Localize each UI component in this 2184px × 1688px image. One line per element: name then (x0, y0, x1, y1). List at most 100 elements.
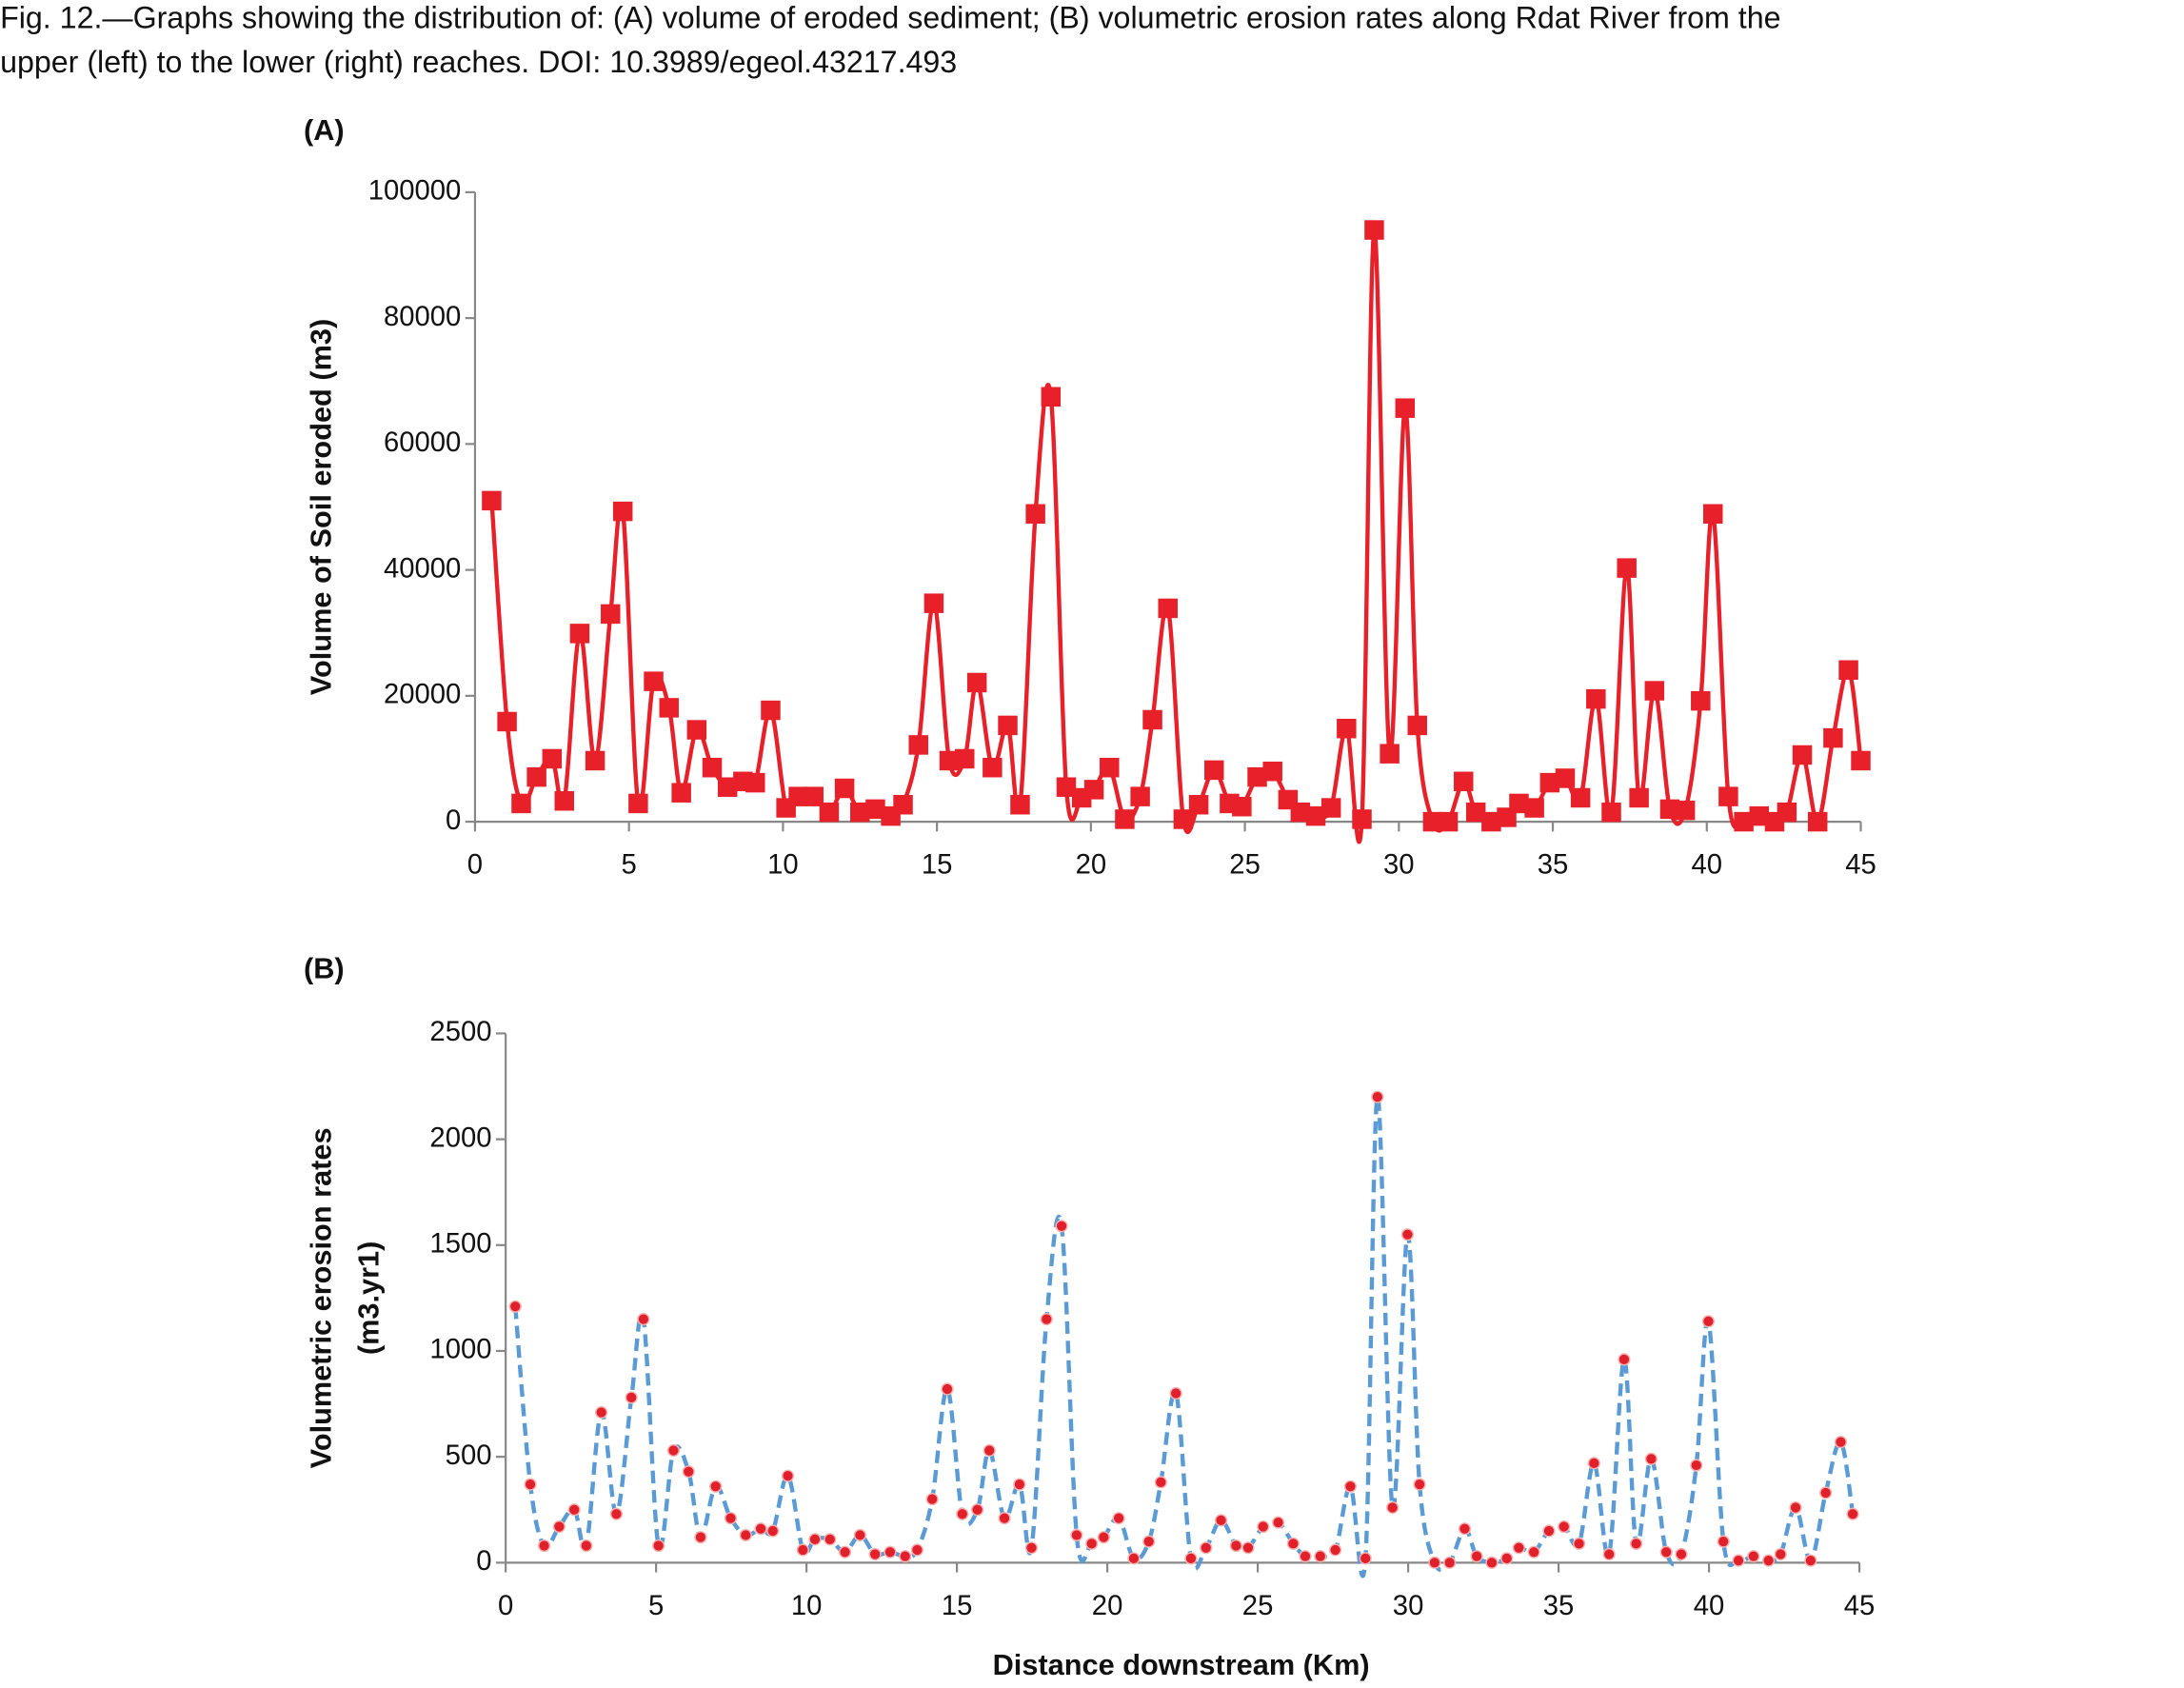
marker (1500, 1552, 1514, 1565)
marker (1188, 795, 1209, 815)
marker (1458, 1522, 1472, 1536)
marker (1838, 660, 1858, 680)
marker (1428, 1556, 1441, 1569)
marker (998, 1512, 1011, 1525)
marker (569, 624, 590, 644)
marker (868, 1547, 882, 1561)
marker (1718, 786, 1738, 806)
marker (1701, 1315, 1716, 1328)
marker (709, 1479, 723, 1493)
marker (1792, 745, 1813, 765)
marker (1085, 1537, 1099, 1550)
x-tick-label: 45 (1844, 1591, 1876, 1621)
marker (628, 793, 648, 814)
panel-label: (A) (304, 113, 345, 147)
marker (1083, 780, 1104, 800)
marker (941, 1382, 954, 1396)
marker (1070, 1528, 1083, 1542)
marker (1130, 786, 1150, 806)
x-axis-label: Distance downstream (Km) (993, 1648, 1370, 1681)
marker (1789, 1500, 1802, 1515)
marker (1055, 1220, 1068, 1233)
x-tick-label: 10 (791, 1591, 823, 1621)
marker (745, 772, 765, 793)
x-tick-label: 5 (648, 1591, 664, 1621)
y-axis-label: (m3.yr1) (351, 1241, 385, 1356)
marker (1644, 1452, 1658, 1465)
marker (580, 1539, 593, 1553)
y-tick-label: 500 (446, 1440, 492, 1471)
y-tick-label: 20000 (384, 680, 461, 710)
marker (865, 799, 885, 820)
marker (1851, 750, 1871, 771)
marker (1241, 1541, 1255, 1555)
marker (666, 1443, 681, 1458)
y-tick-label: 100000 (368, 176, 462, 207)
marker (966, 672, 987, 693)
marker (1142, 1535, 1156, 1548)
marker (1774, 1547, 1787, 1561)
marker (1013, 1478, 1026, 1491)
marker (659, 698, 679, 718)
marker (524, 1478, 537, 1491)
y-tick-label: 0 (476, 1546, 491, 1577)
marker (853, 1528, 866, 1542)
marker (1204, 760, 1224, 781)
marker (1509, 793, 1529, 814)
marker (1629, 787, 1649, 808)
marker (1470, 1550, 1483, 1563)
x-tick-label: 20 (1076, 850, 1107, 881)
marker (1257, 1519, 1270, 1534)
marker (1558, 1519, 1571, 1534)
marker (1675, 800, 1696, 821)
caption-line: upper (left) to the lower (right) reache… (0, 45, 957, 79)
marker (1819, 1486, 1833, 1499)
marker (625, 1391, 638, 1404)
marker (567, 1503, 581, 1517)
marker (893, 795, 913, 815)
marker (808, 1533, 822, 1546)
marker (838, 1545, 852, 1559)
marker (1352, 809, 1372, 829)
marker (552, 1519, 566, 1534)
marker (739, 1528, 752, 1542)
data-line (489, 228, 1863, 844)
marker (761, 700, 781, 721)
marker (1359, 1552, 1372, 1565)
marker (1690, 1459, 1703, 1472)
marker (1618, 1353, 1631, 1366)
x-tick-label: 5 (622, 850, 637, 881)
marker (910, 1543, 923, 1557)
marker (1443, 1556, 1457, 1569)
x-tick-label: 35 (1543, 1591, 1575, 1621)
marker (1691, 690, 1711, 711)
marker (1465, 802, 1486, 823)
marker (1586, 688, 1606, 709)
marker (1413, 1478, 1426, 1491)
marker (1846, 1507, 1859, 1520)
marker (1232, 796, 1252, 817)
marker (724, 1512, 738, 1525)
marker (1570, 787, 1591, 808)
marker (1804, 1554, 1817, 1567)
marker (1286, 1537, 1300, 1550)
marker (824, 1533, 837, 1546)
marker (1659, 1545, 1673, 1559)
marker (850, 802, 870, 823)
marker (939, 750, 960, 771)
marker (1320, 798, 1341, 818)
marker (1834, 1436, 1848, 1449)
marker (925, 1493, 939, 1506)
marker (1305, 805, 1326, 826)
y-tick-label: 2500 (429, 1017, 491, 1047)
marker (482, 490, 502, 511)
x-tick-label: 25 (1229, 850, 1261, 881)
marker (971, 1503, 984, 1517)
marker (1127, 1552, 1141, 1565)
marker (644, 671, 664, 691)
marker (1041, 387, 1062, 407)
marker (766, 1524, 780, 1538)
marker (1214, 1514, 1228, 1527)
marker (1100, 757, 1120, 778)
